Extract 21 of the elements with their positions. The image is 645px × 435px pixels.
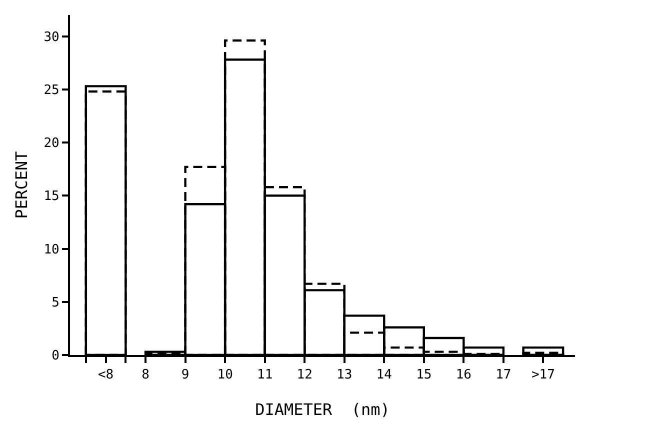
y-tick-label: 5 <box>52 295 60 310</box>
x-tick-label: 12 <box>296 368 312 383</box>
x-tick-label: >17 <box>531 368 555 383</box>
x-tick-label: 10 <box>217 368 233 383</box>
y-tick-label: 30 <box>44 30 60 45</box>
x-tick-label: 16 <box>456 368 472 383</box>
x-tick-label: 13 <box>336 368 352 383</box>
x-tick-label: <8 <box>98 368 114 383</box>
y-tick-label: 20 <box>44 136 60 152</box>
y-tick-label: 15 <box>44 189 60 204</box>
y-axis-title: PERCENT <box>12 150 32 219</box>
y-tick-label: 10 <box>44 242 60 258</box>
x-axis-title: DIAMETER (nm) <box>255 400 390 419</box>
x-tick-label: 17 <box>496 368 512 383</box>
y-tick-label: 0 <box>52 348 60 364</box>
x-tick-label: 14 <box>376 368 392 383</box>
x-tick-label: 8 <box>142 368 150 383</box>
x-tick-label: 9 <box>181 368 190 383</box>
x-tick-label: 15 <box>416 368 432 383</box>
y-tick-label: 25 <box>44 82 60 98</box>
x-tick-label: 11 <box>257 368 273 383</box>
